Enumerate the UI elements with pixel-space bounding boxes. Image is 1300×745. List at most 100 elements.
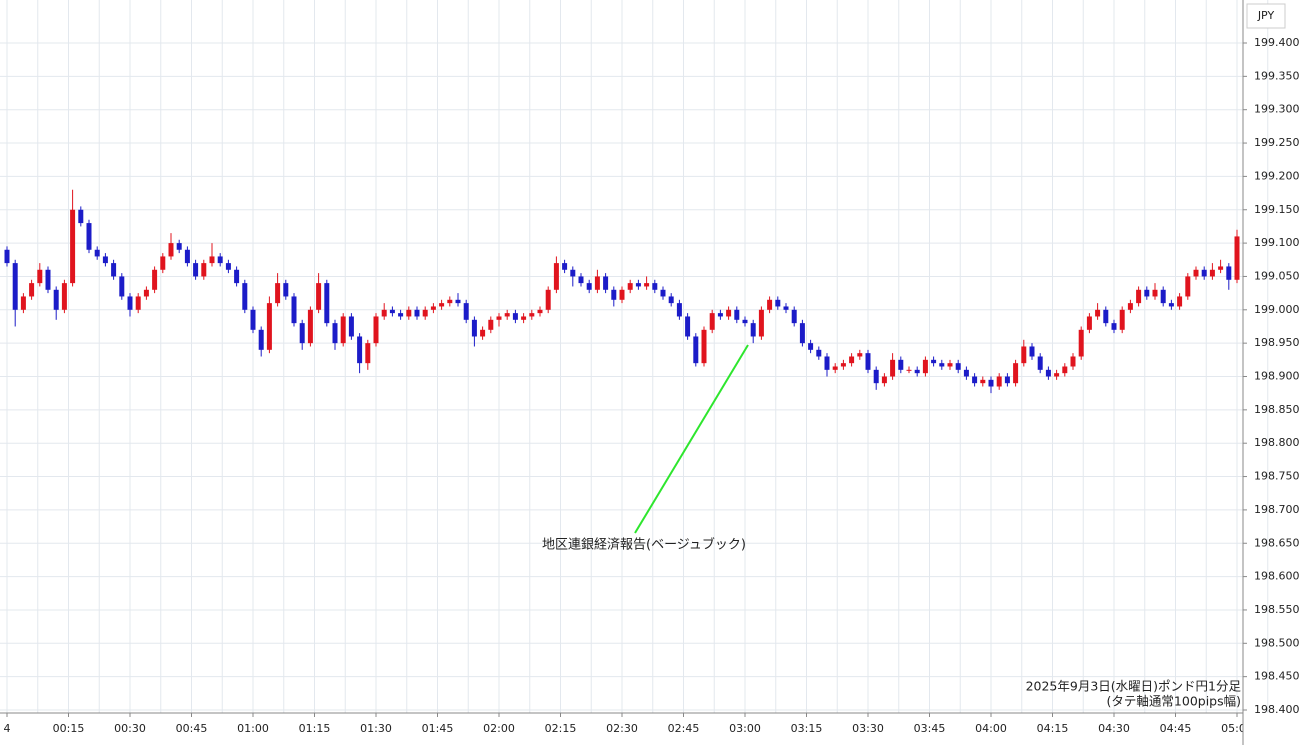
x-tick-label: 05:00: [1221, 722, 1253, 735]
y-tick-label: 199.400: [1254, 36, 1300, 49]
candle-body: [168, 243, 174, 257]
y-tick-label: 198.700: [1254, 503, 1300, 516]
candle-body: [1144, 289, 1150, 297]
y-tick-label: 198.800: [1254, 436, 1300, 449]
x-tick-label: 03:45: [914, 722, 946, 735]
candle-body: [668, 296, 674, 304]
x-tick-label: 00:30: [114, 722, 146, 735]
candle-body: [266, 303, 272, 350]
x-tick-label: 04:45: [1160, 722, 1192, 735]
candle-body: [332, 323, 338, 344]
candle-body: [127, 296, 133, 310]
candle-body: [972, 376, 978, 384]
unit-label: JPY: [1257, 9, 1275, 22]
y-tick-label: 198.950: [1254, 336, 1300, 349]
candle-body: [488, 319, 494, 330]
x-tick-label: 02:45: [668, 722, 700, 735]
candle-body: [234, 269, 240, 284]
x-tick-label: 03:00: [729, 722, 761, 735]
candle-body: [939, 363, 945, 367]
y-tick-label: 198.900: [1254, 370, 1300, 383]
candle-body: [1078, 329, 1084, 357]
candle-body: [857, 353, 863, 357]
candle-body: [840, 363, 846, 367]
y-tick-label: 199.000: [1254, 303, 1300, 316]
candle-body: [603, 276, 609, 290]
candle-body: [1119, 309, 1125, 330]
candle-body: [447, 299, 453, 304]
candle-body: [480, 329, 486, 337]
candle-body: [914, 369, 920, 374]
x-tick-label: 02:15: [545, 722, 577, 735]
y-tick-label: 199.250: [1254, 136, 1300, 149]
x-tick-label: 02:00: [483, 722, 515, 735]
candle-body: [258, 329, 264, 350]
candle-body: [1218, 266, 1224, 270]
annotation-line: [634, 344, 749, 534]
candle-body: [381, 309, 387, 317]
candle-body: [324, 283, 330, 324]
candle-body: [1095, 309, 1101, 317]
candle-body: [791, 309, 797, 324]
candle-body: [709, 313, 715, 330]
chart-subtitle: (タテ軸通常100pips幅): [1107, 694, 1241, 709]
candle-body: [865, 353, 871, 370]
x-axis: 4 00:15 00:30 00:45 01:00 01:15 01:30 01:45 02:0…: [4, 713, 1253, 735]
candle-body: [931, 359, 937, 364]
candle-body: [799, 323, 805, 344]
candle-body: [922, 359, 928, 374]
candle-body: [299, 323, 305, 344]
candle-body: [1136, 289, 1142, 304]
candle-body: [594, 276, 600, 290]
candle-body: [775, 299, 781, 307]
candle-body: [357, 336, 363, 364]
candle-body: [1004, 376, 1010, 384]
candle-body: [611, 289, 617, 300]
candle-body: [537, 309, 543, 314]
candle-body: [414, 309, 420, 317]
candle-body: [455, 299, 461, 304]
x-tick-label: 01:30: [360, 722, 392, 735]
candle-body: [1111, 323, 1117, 330]
candle-body: [529, 313, 535, 317]
candle-body: [734, 309, 740, 320]
x-tick-label: 03:15: [791, 722, 823, 735]
x-tick-label: 01:15: [299, 722, 331, 735]
y-tick-label: 199.350: [1254, 69, 1300, 82]
candle-body: [898, 359, 904, 370]
x-tick-label: 04:15: [1037, 722, 1069, 735]
candle-body: [1013, 363, 1019, 384]
candle-body: [316, 283, 322, 310]
candle-body: [53, 289, 59, 310]
x-tick-label: 04:30: [1098, 722, 1130, 735]
candle-body: [578, 276, 584, 284]
candle-body: [980, 379, 986, 384]
candle-body: [275, 283, 281, 304]
chart-title: 2025年9月3日(水曜日)ポンド円1分足: [1026, 679, 1242, 694]
candle-body: [143, 289, 149, 297]
candle-body: [586, 283, 592, 290]
y-tick-label: 199.150: [1254, 203, 1300, 216]
candle-body: [111, 263, 117, 277]
candle-body: [398, 313, 404, 317]
candle-body: [1201, 269, 1207, 277]
candle-body: [767, 299, 773, 310]
candle-body: [12, 263, 18, 310]
candle-body: [4, 249, 10, 264]
candle-body: [176, 243, 182, 250]
candle-body: [1054, 373, 1060, 377]
candle-body: [652, 283, 658, 290]
candle-body: [873, 369, 879, 384]
candle-body: [750, 323, 756, 337]
y-tick-label: 198.600: [1254, 570, 1300, 583]
candle-body: [717, 313, 723, 317]
x-tick-label: 4: [4, 722, 11, 735]
candle-body: [1177, 296, 1183, 307]
candle-body: [676, 303, 682, 317]
candle-body: [471, 319, 477, 337]
candle-body: [1127, 303, 1133, 310]
x-tick-label: 00:45: [176, 722, 208, 735]
candle-body: [1185, 276, 1191, 297]
